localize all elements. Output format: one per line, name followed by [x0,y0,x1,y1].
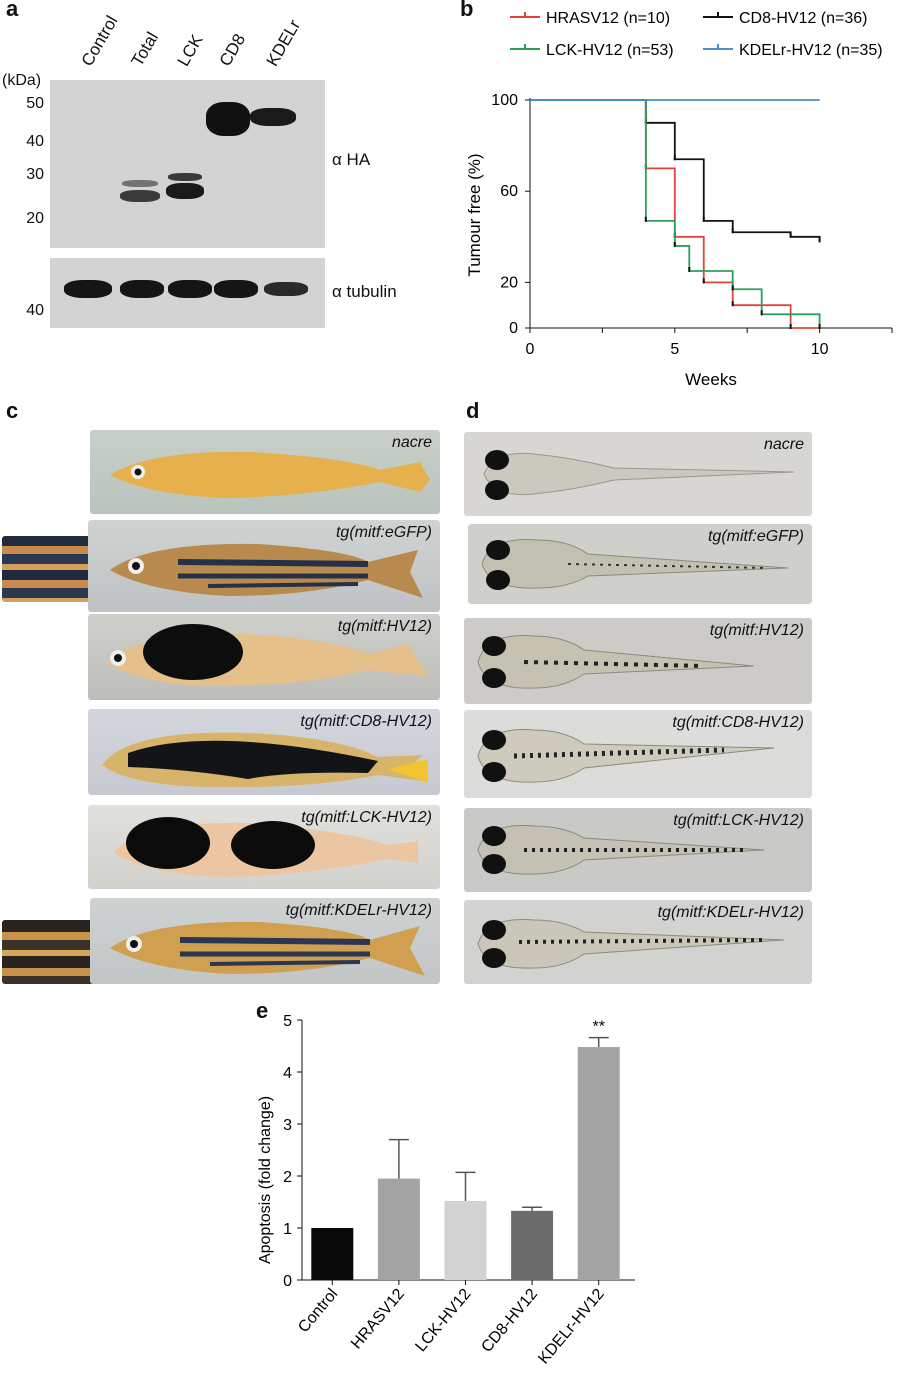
survival-x-tick-label: 10 [811,341,829,358]
larva-silhouette-icon [477,635,755,689]
larva-silhouette-icon [481,539,789,590]
larva-photo-hv12: tg(mitf:HV12) [464,618,812,704]
survival-x-tick-label: 0 [526,341,535,358]
survival-x-tick-label: 5 [670,341,679,358]
blot-tubulin-image [50,258,325,328]
apoptosis-x-tick-label: KDELr-HV12 [535,1286,608,1368]
photo-label: tg(mitf:HV12) [337,618,432,635]
larva-photo-kdelr: tg(mitf:KDELr-HV12) [464,900,812,984]
fish-silhouette-icon [110,451,430,498]
adult-photo-hv12: tg(mitf:HV12) [88,614,440,700]
survival-legend-label: KDELr-HV12 (n=35) [739,42,883,59]
apoptosis-x-tick-label: HRASV12 [348,1286,408,1353]
apoptosis-bar [511,1210,554,1280]
panel-label-c: c [6,398,19,423]
apoptosis-bar [444,1200,487,1280]
survival-y-tick-label: 20 [500,274,518,291]
apoptosis-bar [377,1178,420,1280]
apoptosis-x-tick-label: Control [295,1286,341,1336]
antibody-label-tubulin: α tubulin [332,282,397,301]
inset-stripes-egfp [2,536,104,602]
apoptosis-y-tick-label: 0 [283,1273,292,1290]
survival-legend-label: LCK-HV12 (n=53) [546,42,674,59]
inset-stripes-kdelr [2,920,102,984]
photo-label: tg(mitf:CD8-HV12) [300,713,432,730]
photo-label: tg(mitf:LCK-HV12) [673,812,804,829]
kda-marker-50: 50 [26,95,44,112]
larva-silhouette-icon [477,919,785,969]
survival-x-axis-label: Weeks [685,370,737,389]
photo-label: nacre [391,434,432,451]
survival-y-tick-label: 60 [500,183,518,200]
lane-label-lck: LCK [173,31,207,70]
lane-label-kdelr: KDELr [262,16,305,70]
significance-marker: ** [592,1019,604,1036]
apoptosis-y-tick-label: 5 [283,1013,292,1030]
survival-legend-label: CD8-HV12 (n=36) [739,10,868,27]
fish-silhouette-icon [114,817,418,877]
apoptosis-x-tick-label: CD8-HV12 [478,1286,541,1356]
kda-marker-30: 30 [26,166,44,183]
photo-label: tg(mitf:CD8-HV12) [672,714,804,731]
adult-photo-cd8: tg(mitf:CD8-HV12) [88,709,440,795]
photo-label: tg(mitf:HV12) [709,622,804,639]
kda-unit-label: (kDa) [2,72,42,89]
apoptosis-y-tick-label: 1 [283,1221,292,1238]
panel-label-a: a [6,0,19,21]
adult-photo-kdelr: tg(mitf:KDELr-HV12) [90,898,440,984]
larva-photo-cd8: tg(mitf:CD8-HV12) [464,710,812,798]
larva-silhouette-icon [477,825,765,875]
fish-silhouette-icon [102,732,428,788]
survival-y-tick-label: 100 [491,92,518,109]
lane-label-cd8: CD8 [215,30,250,70]
photo-label: tg(mitf:eGFP) [707,528,804,545]
panel-label-b: b [460,0,474,21]
survival-legend-label: HRASV12 (n=10) [546,10,670,27]
kda-marker-40: 40 [26,133,44,150]
blot-ha-image [50,80,325,248]
panel-label-d: d [466,398,480,423]
photo-label: tg(mitf:LCK-HV12) [301,809,432,826]
photo-label: tg(mitf:KDELr-HV12) [285,902,432,919]
survival-chart: HRASV12 (n=10) CD8-HV12 (n=36) LCK-HV12 (n… [465,10,893,389]
photo-label: tg(mitf:KDELr-HV12) [657,904,804,921]
fish-silhouette-icon [106,624,428,686]
adult-photo-lck: tg(mitf:LCK-HV12) [88,805,440,889]
larva-silhouette-icon [483,450,795,500]
adult-photo-egfp: tg(mitf:eGFP) [88,520,440,612]
lane-label-control: Control [77,12,122,70]
antibody-label-ha: α HA [332,150,371,169]
kda-marker-20: 20 [26,210,44,227]
survival-y-tick-label: 0 [509,320,518,337]
photo-label: tg(mitf:eGFP) [335,524,432,541]
apoptosis-y-tick-label: 2 [283,1169,292,1186]
apoptosis-x-tick-label: LCK-HV12 [412,1286,474,1356]
apoptosis-bar [577,1047,620,1280]
panel-label-e: e [256,998,269,1023]
lane-label-total: Total [127,28,163,70]
kda-marker-40-tubulin: 40 [26,302,44,319]
larva-silhouette-icon [477,729,775,783]
fish-silhouette-icon [110,543,423,598]
apoptosis-bar-chart: 0 1 2 3 4 5 Control HRASV12 LCK-HV12 CD8-HV12KDE… [257,1013,635,1368]
apoptosis-y-tick-label: 4 [283,1065,292,1082]
apoptosis-y-tick-label: 3 [283,1117,292,1134]
adult-photo-nacre: nacre [90,430,440,514]
larva-photo-egfp: tg(mitf:eGFP) [468,524,812,604]
larva-photo-lck: tg(mitf:LCK-HV12) [464,808,812,892]
apoptosis-bar [311,1228,354,1280]
fish-silhouette-icon [110,921,425,976]
photo-label: nacre [763,436,804,453]
apoptosis-y-axis-label: Apoptosis (fold change) [257,1096,274,1264]
larva-photo-nacre: nacre [464,432,812,516]
survival-y-axis-label: Tumour free (%) [465,153,484,276]
